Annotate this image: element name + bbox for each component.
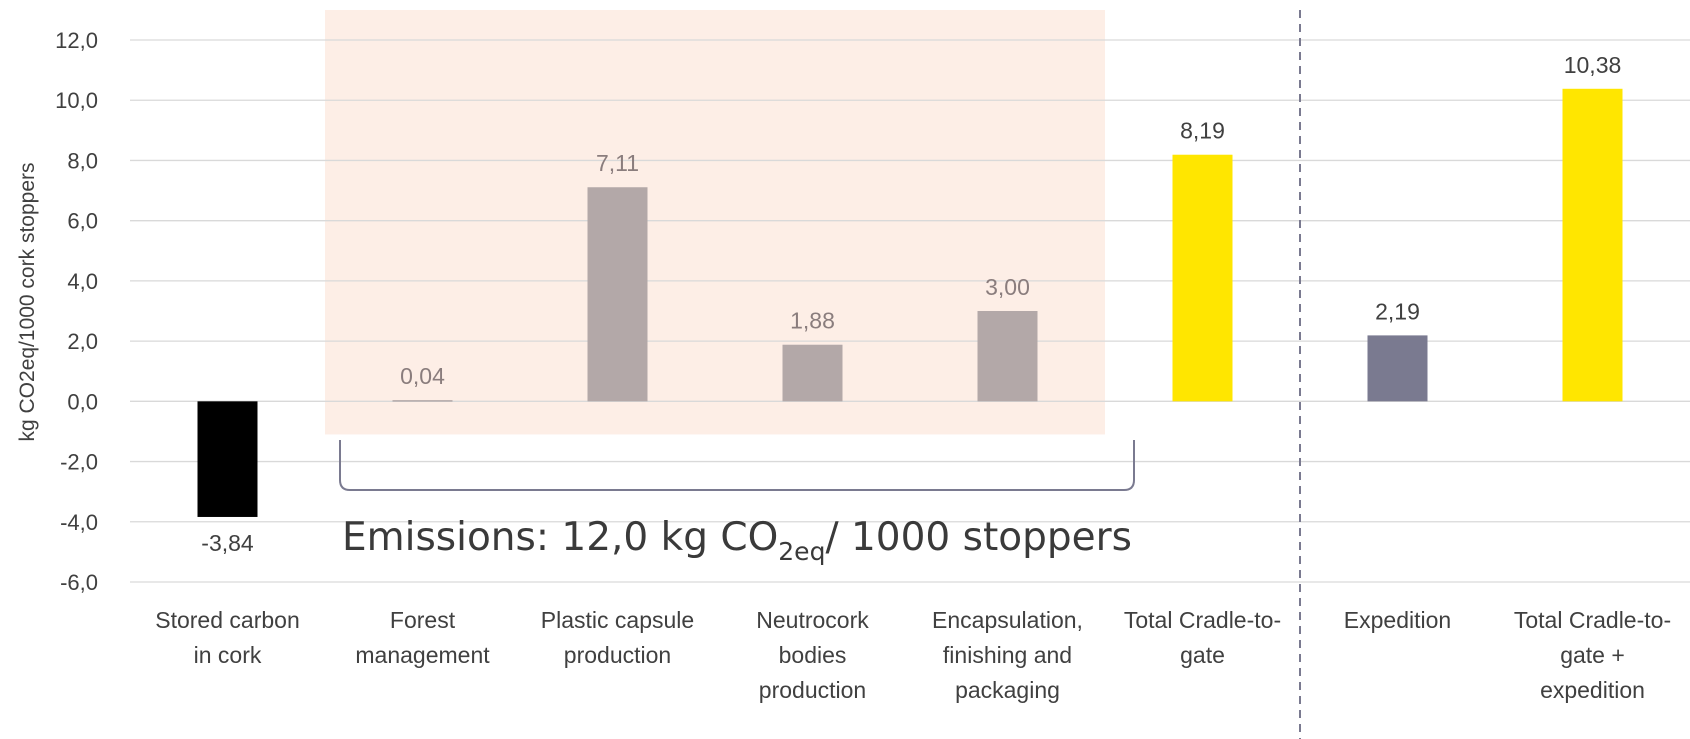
category-label: Forest management [355,607,490,668]
y-tick-label: 2,0 [67,329,98,354]
data-label: 3,00 [985,274,1030,300]
category-label-line: Total Cradle-to- [1124,607,1281,633]
y-tick-label: 12,0 [55,28,98,53]
data-label: 1,88 [790,308,835,334]
gridlines [130,39,1690,583]
data-label: 7,11 [596,150,639,176]
category-label-line: production [759,677,866,703]
category-label-line: Encapsulation, [932,607,1083,633]
category-label: Stored carbon in cork [155,607,299,668]
highlight-region-layer [325,10,1105,435]
bar [392,400,453,402]
y-tick-label: -2,0 [60,450,98,475]
y-tick-label: -6,0 [60,570,98,595]
y-axis-label: kg CO2eq/1000 cork stoppers [16,163,39,442]
category-label: Encapsulation, finishing and packaging [932,607,1083,703]
bar [782,344,843,402]
emissions-annotation-main: Emissions: 12,0 kg CO [342,515,778,560]
bar [1562,88,1623,402]
category-label-line: Neutrocork [756,607,869,633]
data-label: 8,19 [1180,118,1225,144]
data-label: -3,84 [201,530,254,556]
bar [1367,335,1428,402]
category-label-line: Stored carbon [155,607,299,633]
bar [587,187,648,402]
category-label-line: gate [1180,642,1225,668]
y-tick-label: -4,0 [60,510,98,535]
category-label: Plastic capsule production [541,607,694,668]
bar [1172,154,1233,402]
category-label: Total Cradle-to-gate + expedition [1514,607,1671,703]
category-label-line: Expedition [1344,607,1451,633]
category-label: Total Cradle-to-gate [1124,607,1281,668]
data-label: 0,04 [400,363,445,389]
emissions-bracket [339,440,1135,491]
y-ticks: 12,0 10,0 8,0 6,0 4,0 2,0 0,0 -2,0 -4,0 -6,0 [55,28,98,595]
category-label-line: packaging [955,677,1060,703]
highlight-region [325,10,1105,435]
emissions-annotation-tail: / 1000 stoppers [825,515,1132,560]
category-label-line: finishing and [943,642,1072,668]
y-tick-label: 6,0 [67,209,98,234]
emissions-annotation: Emissions: 12,0 kg CO2eq/ 1000 stoppers [342,515,1132,566]
category-label-line: Plastic capsule [541,607,694,633]
data-label: 2,19 [1375,298,1420,324]
category-labels: Stored carbon in cork Forest management Plas… [155,607,1671,703]
bars [197,88,1623,517]
y-tick-label: 8,0 [67,148,98,173]
y-tick-label: 4,0 [67,269,98,294]
category-label-line: production [564,642,671,668]
category-label-line: bodies [779,642,847,668]
y-tick-label: 0,0 [67,389,98,414]
category-label-line: in cork [194,642,262,668]
data-labels: -3,84 0,04 7,11 1,88 3,00 8,19 2,19 10,38 [201,52,1621,556]
bar [977,311,1038,402]
category-label-line: gate + [1560,642,1625,668]
y-tick-label: 10,0 [55,88,98,113]
category-label: Neutrocork bodies production [756,607,869,703]
category-label: Expedition [1344,607,1451,633]
category-label-line: expedition [1540,677,1645,703]
category-label-line: Total Cradle-to- [1514,607,1671,633]
category-label-line: management [355,642,490,668]
data-label: 10,38 [1564,52,1622,78]
category-label-line: Forest [390,607,456,633]
bar [197,401,258,517]
emissions-annotation-subscript: 2eq [778,537,825,566]
